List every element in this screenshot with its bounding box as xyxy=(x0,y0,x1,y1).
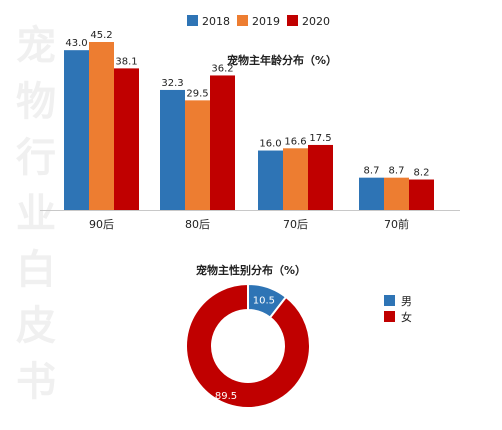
bar-value-label: 36.2 xyxy=(211,63,233,74)
bar-value-label: 17.5 xyxy=(309,133,331,144)
legend-item-2018: 2018 xyxy=(187,15,230,28)
legend-label: 2020 xyxy=(302,15,330,28)
bar-value-label: 16.6 xyxy=(284,136,306,147)
pie-chart-title: 宠物主性别分布（%） xyxy=(196,263,306,277)
bar-90后-2020 xyxy=(114,68,139,211)
legend-label: 2019 xyxy=(252,15,280,28)
bar-data-labels: 43.045.2 38.1 32.329.5 36.2 16.0 16.6 17.5 8.7 8… xyxy=(65,30,429,179)
x-tick-label: 70前 xyxy=(384,217,409,231)
x-tick-label: 90后 xyxy=(89,218,114,231)
bar-90后-2018 xyxy=(64,50,89,211)
bar-70后-2018 xyxy=(258,150,283,210)
pie-legend-swatch xyxy=(384,295,395,306)
bar-value-label: 8.7 xyxy=(389,166,405,177)
bar-80后-2018 xyxy=(160,89,185,210)
bar-series xyxy=(64,42,434,211)
bar-legend: 2018 2019 2020 xyxy=(187,15,330,28)
bar-70前-2019 xyxy=(384,177,409,210)
legend-label: 2018 xyxy=(202,15,230,28)
donut-slice-女 xyxy=(185,282,311,409)
bar-70前-2018 xyxy=(359,177,384,210)
bar-value-label: 45.2 xyxy=(90,30,112,41)
legend-swatch xyxy=(237,15,248,26)
legend-swatch xyxy=(187,15,198,26)
legend-swatch xyxy=(287,15,298,26)
pie-legend-item-女: 女 xyxy=(384,310,412,324)
x-tick-label: 80后 xyxy=(185,218,210,231)
bar-value-label: 32.3 xyxy=(161,78,183,89)
bar-80后-2020 xyxy=(210,75,235,210)
bar-80后-2019 xyxy=(185,100,210,210)
bar-90后-2019 xyxy=(89,42,114,210)
bar-value-label: 16.0 xyxy=(259,139,281,150)
legend-item-2020: 2020 xyxy=(287,15,330,28)
pie-legend-item-男: 男 xyxy=(384,295,412,308)
bar-value-label: 38.1 xyxy=(115,56,137,67)
legend-item-2019: 2019 xyxy=(237,15,280,28)
donut-value-label: 89.5 xyxy=(215,391,237,402)
pie-legend: 男女 xyxy=(384,295,412,324)
x-axis-labels: 90后 80后 70后 70前 xyxy=(89,217,409,231)
bar-value-label: 8.2 xyxy=(414,168,430,179)
donut-value-label: 10.5 xyxy=(253,296,275,307)
donut-chart: 10.5 89.5 xyxy=(185,282,311,409)
pie-legend-label: 女 xyxy=(401,310,412,324)
bar-value-label: 8.7 xyxy=(364,166,380,177)
pie-legend-label: 男 xyxy=(401,295,412,308)
bar-70前-2020 xyxy=(409,179,434,210)
bar-value-label: 43.0 xyxy=(65,38,87,49)
bar-chart-title: 宠物主年龄分布（%） xyxy=(227,53,337,67)
pie-legend-swatch xyxy=(384,311,395,322)
bar-70后-2019 xyxy=(283,148,308,210)
bar-value-label: 29.5 xyxy=(186,88,208,99)
bar-70后-2020 xyxy=(308,144,333,210)
x-tick-label: 70后 xyxy=(283,218,308,231)
